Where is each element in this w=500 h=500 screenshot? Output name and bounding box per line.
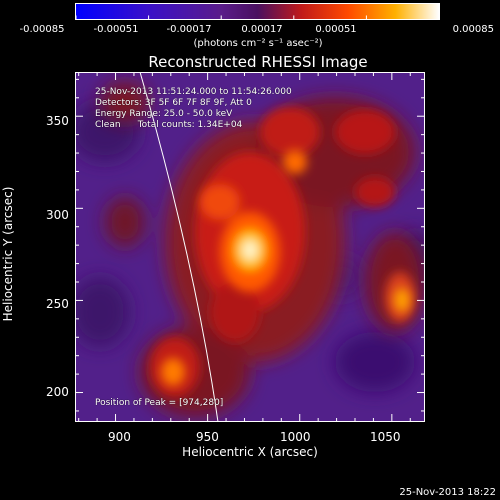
- colorbar-tick-label: 0.00085: [452, 24, 494, 35]
- x-tick-label: 1050: [370, 430, 401, 444]
- y-tick-label: 300: [46, 208, 69, 222]
- y-tick-label: 200: [46, 385, 69, 399]
- chart-title: Reconstructed RHESSI Image: [148, 53, 368, 71]
- colorbar-tick-label: -0.00051: [93, 24, 139, 35]
- peak-position: Position of Peak = [974,280]: [95, 398, 224, 408]
- detectors-info: Detectors: 3F 5F 6F 7F 8F 9F, Att 0: [95, 98, 252, 108]
- colorbar-tick-label: -0.00085: [19, 24, 65, 35]
- colorbar-tick-label: -0.00017: [166, 24, 212, 35]
- time-range: 25-Nov-2013 11:51:24.000 to 11:54:26.000: [95, 87, 292, 97]
- x-tick-label: 950: [196, 430, 219, 444]
- y-axis-label: Heliocentric Y (arcsec): [1, 186, 15, 322]
- x-tick-label: 900: [108, 430, 131, 444]
- colorbar: [75, 3, 440, 20]
- y-tick-label: 250: [46, 297, 69, 311]
- y-tick-label: 350: [46, 114, 69, 128]
- colorbar-tick-label: 0.00051: [315, 24, 357, 35]
- x-tick-label: 1000: [280, 430, 311, 444]
- timestamp-footer: 25-Nov-2013 18:22: [399, 487, 496, 498]
- heatmap-plot: [75, 72, 425, 422]
- colorbar-units: (photons cm⁻² s⁻¹ asec⁻²): [193, 38, 323, 49]
- x-axis-label: Heliocentric X (arcsec): [182, 445, 318, 459]
- colorbar-tick-label: 0.00017: [241, 24, 283, 35]
- clean-total-counts: Clean Total counts: 1.34E+04: [95, 120, 243, 130]
- energy-range: Energy Range: 25.0 - 50.0 keV: [95, 109, 233, 119]
